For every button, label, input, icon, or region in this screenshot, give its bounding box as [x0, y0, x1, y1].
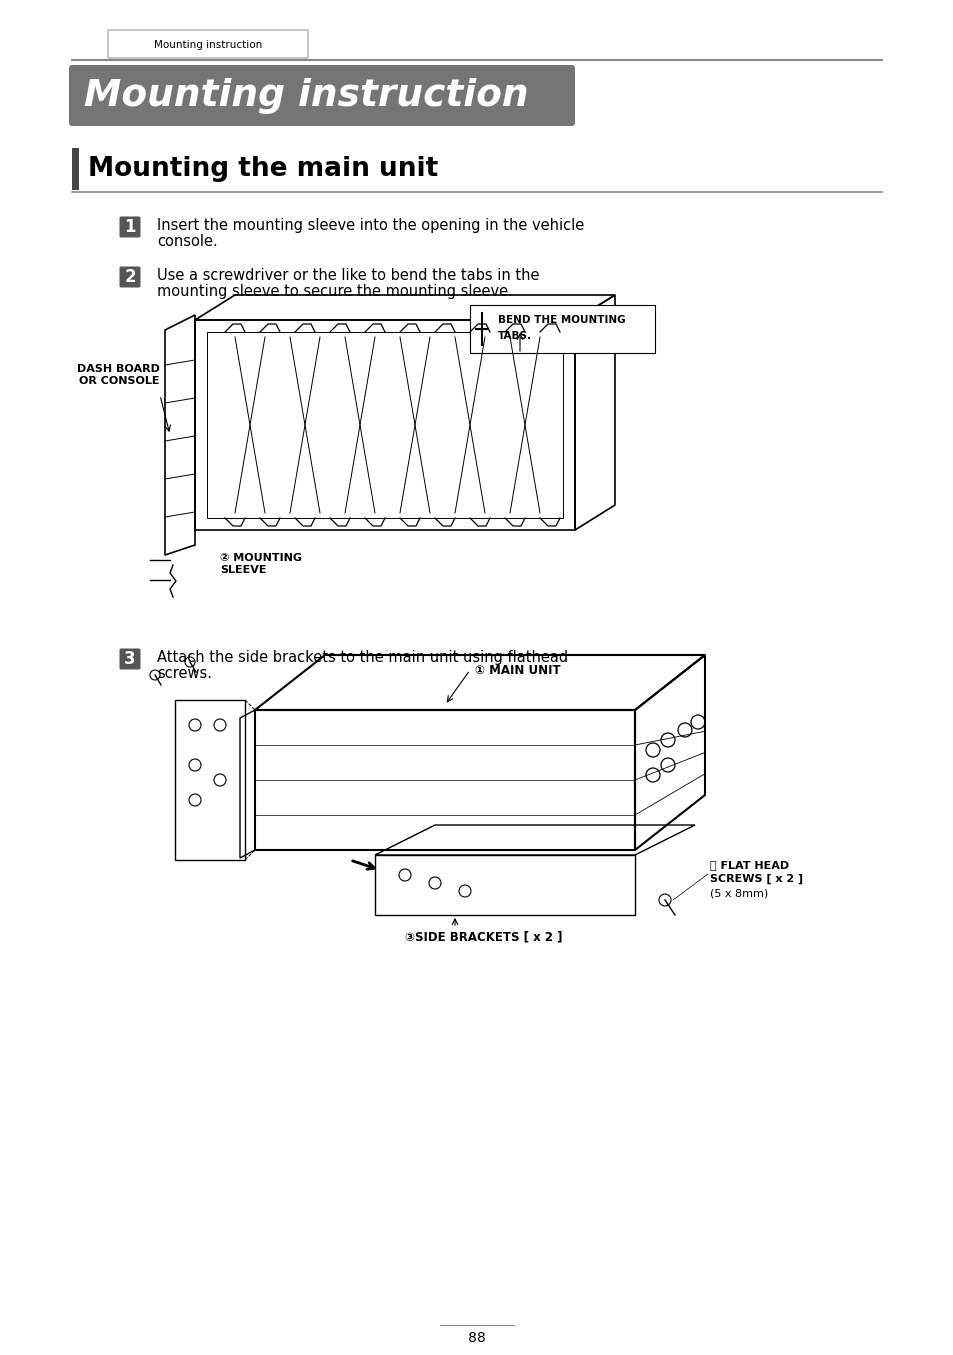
FancyBboxPatch shape	[119, 649, 140, 669]
Text: Mounting instruction: Mounting instruction	[84, 79, 528, 115]
FancyBboxPatch shape	[69, 65, 575, 126]
FancyBboxPatch shape	[119, 217, 140, 237]
FancyBboxPatch shape	[119, 267, 140, 287]
Text: screws.: screws.	[157, 667, 212, 682]
Text: DASH BOARD
OR CONSOLE: DASH BOARD OR CONSOLE	[77, 364, 160, 386]
Text: mounting sleeve to secure the mounting sleeve.: mounting sleeve to secure the mounting s…	[157, 285, 513, 299]
Text: SCREWS [ x 2 ]: SCREWS [ x 2 ]	[709, 874, 802, 885]
Text: Mounting the main unit: Mounting the main unit	[88, 156, 437, 182]
Text: ③SIDE BRACKETS [ x 2 ]: ③SIDE BRACKETS [ x 2 ]	[405, 930, 562, 943]
Text: Mounting instruction: Mounting instruction	[153, 41, 262, 50]
Text: BEND THE MOUNTING: BEND THE MOUNTING	[497, 314, 625, 325]
Text: Attach the side brackets to the main unit using flathead: Attach the side brackets to the main uni…	[157, 650, 568, 665]
Text: TABS.: TABS.	[497, 331, 532, 341]
Text: ② MOUNTING
SLEEVE: ② MOUNTING SLEEVE	[220, 553, 302, 575]
Text: (5 x 8mm): (5 x 8mm)	[709, 888, 767, 898]
Text: ① MAIN UNIT: ① MAIN UNIT	[475, 664, 560, 676]
FancyBboxPatch shape	[108, 30, 308, 58]
Text: 2: 2	[124, 268, 135, 286]
Text: 1: 1	[124, 218, 135, 236]
Bar	[71, 148, 79, 190]
Bar	[470, 305, 655, 354]
Text: console.: console.	[157, 234, 217, 249]
Text: 88: 88	[468, 1331, 485, 1346]
Text: Insert the mounting sleeve into the opening in the vehicle: Insert the mounting sleeve into the open…	[157, 218, 583, 233]
Text: 3: 3	[124, 650, 135, 668]
Text: ⑙ FLAT HEAD: ⑙ FLAT HEAD	[709, 860, 788, 870]
Text: Use a screwdriver or the like to bend the tabs in the: Use a screwdriver or the like to bend th…	[157, 268, 539, 283]
